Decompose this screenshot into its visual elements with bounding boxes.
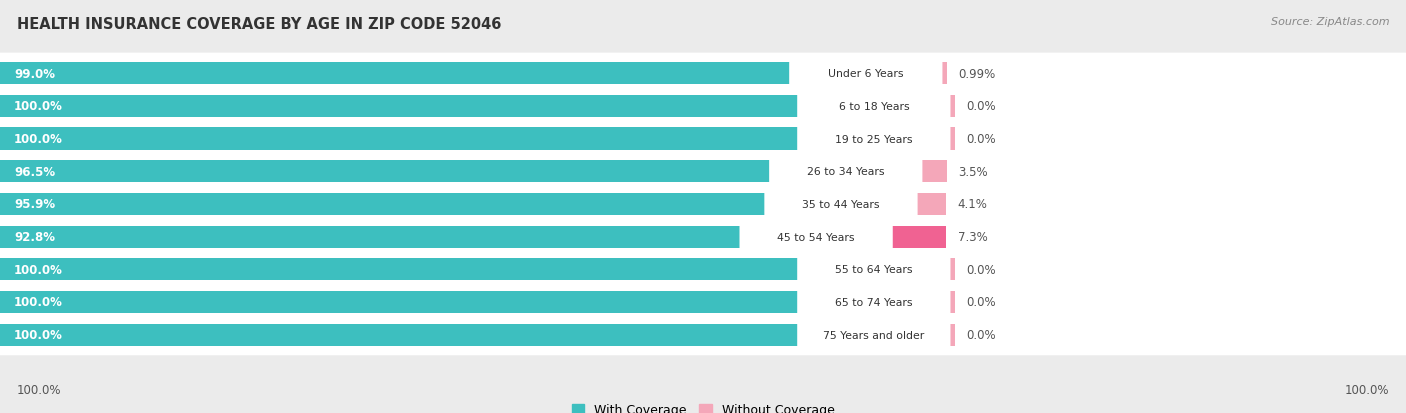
Text: 19 to 25 Years: 19 to 25 Years (835, 134, 912, 144)
Bar (0, 324, 801, 346)
Text: Source: ZipAtlas.com: Source: ZipAtlas.com (1271, 17, 1389, 26)
Text: 100.0%: 100.0% (14, 328, 63, 341)
Bar (915, 193, 946, 216)
Bar (0, 193, 769, 216)
Text: 100.0%: 100.0% (14, 100, 63, 113)
FancyBboxPatch shape (0, 119, 1406, 160)
Legend: With Coverage, Without Coverage: With Coverage, Without Coverage (567, 398, 839, 413)
Text: 100.0%: 100.0% (14, 263, 63, 276)
FancyBboxPatch shape (797, 89, 950, 124)
Text: 0.0%: 0.0% (966, 296, 995, 309)
Text: 100.0%: 100.0% (17, 384, 62, 396)
Text: HEALTH INSURANCE COVERAGE BY AGE IN ZIP CODE 52046: HEALTH INSURANCE COVERAGE BY AGE IN ZIP … (17, 17, 502, 31)
FancyBboxPatch shape (0, 184, 1406, 225)
Bar (0, 226, 744, 248)
Text: 65 to 74 Years: 65 to 74 Years (835, 297, 912, 307)
Bar (0, 95, 801, 118)
Text: Under 6 Years: Under 6 Years (828, 69, 904, 79)
Bar (920, 161, 946, 183)
Text: 0.99%: 0.99% (959, 68, 995, 81)
FancyBboxPatch shape (769, 154, 922, 190)
FancyBboxPatch shape (0, 216, 1406, 258)
FancyBboxPatch shape (797, 285, 950, 320)
FancyBboxPatch shape (797, 317, 950, 352)
Text: 100.0%: 100.0% (14, 133, 63, 146)
Text: 35 to 44 Years: 35 to 44 Years (803, 199, 880, 209)
Text: 0.0%: 0.0% (966, 100, 995, 113)
Text: 6 to 18 Years: 6 to 18 Years (838, 102, 910, 112)
FancyBboxPatch shape (765, 187, 918, 222)
Text: 75 Years and older: 75 Years and older (823, 330, 925, 340)
FancyBboxPatch shape (0, 314, 1406, 356)
FancyBboxPatch shape (0, 151, 1406, 192)
FancyBboxPatch shape (0, 53, 1406, 95)
Bar (948, 324, 955, 346)
Text: 0.0%: 0.0% (966, 328, 995, 341)
Text: 99.0%: 99.0% (14, 68, 55, 81)
FancyBboxPatch shape (797, 252, 950, 287)
Text: 0.0%: 0.0% (966, 133, 995, 146)
Bar (890, 226, 946, 248)
FancyBboxPatch shape (789, 57, 942, 92)
Text: 4.1%: 4.1% (957, 198, 987, 211)
Bar (948, 128, 955, 150)
Text: 95.9%: 95.9% (14, 198, 55, 211)
Bar (0, 128, 801, 150)
Text: 26 to 34 Years: 26 to 34 Years (807, 167, 884, 177)
Text: 55 to 64 Years: 55 to 64 Years (835, 265, 912, 275)
Text: 7.3%: 7.3% (957, 230, 987, 244)
Text: 92.8%: 92.8% (14, 230, 55, 244)
FancyBboxPatch shape (0, 282, 1406, 323)
FancyBboxPatch shape (0, 249, 1406, 290)
Bar (0, 63, 793, 85)
FancyBboxPatch shape (0, 86, 1406, 127)
Text: 45 to 54 Years: 45 to 54 Years (778, 232, 855, 242)
Text: 3.5%: 3.5% (957, 165, 987, 178)
Bar (0, 161, 773, 183)
Text: 100.0%: 100.0% (1344, 384, 1389, 396)
FancyBboxPatch shape (797, 121, 950, 157)
Bar (948, 259, 955, 281)
Bar (948, 291, 955, 313)
Text: 100.0%: 100.0% (14, 296, 63, 309)
Bar (0, 259, 801, 281)
Text: 96.5%: 96.5% (14, 165, 55, 178)
Text: 0.0%: 0.0% (966, 263, 995, 276)
Bar (0, 291, 801, 313)
Bar (939, 63, 948, 85)
FancyBboxPatch shape (740, 219, 893, 255)
Bar (948, 95, 955, 118)
